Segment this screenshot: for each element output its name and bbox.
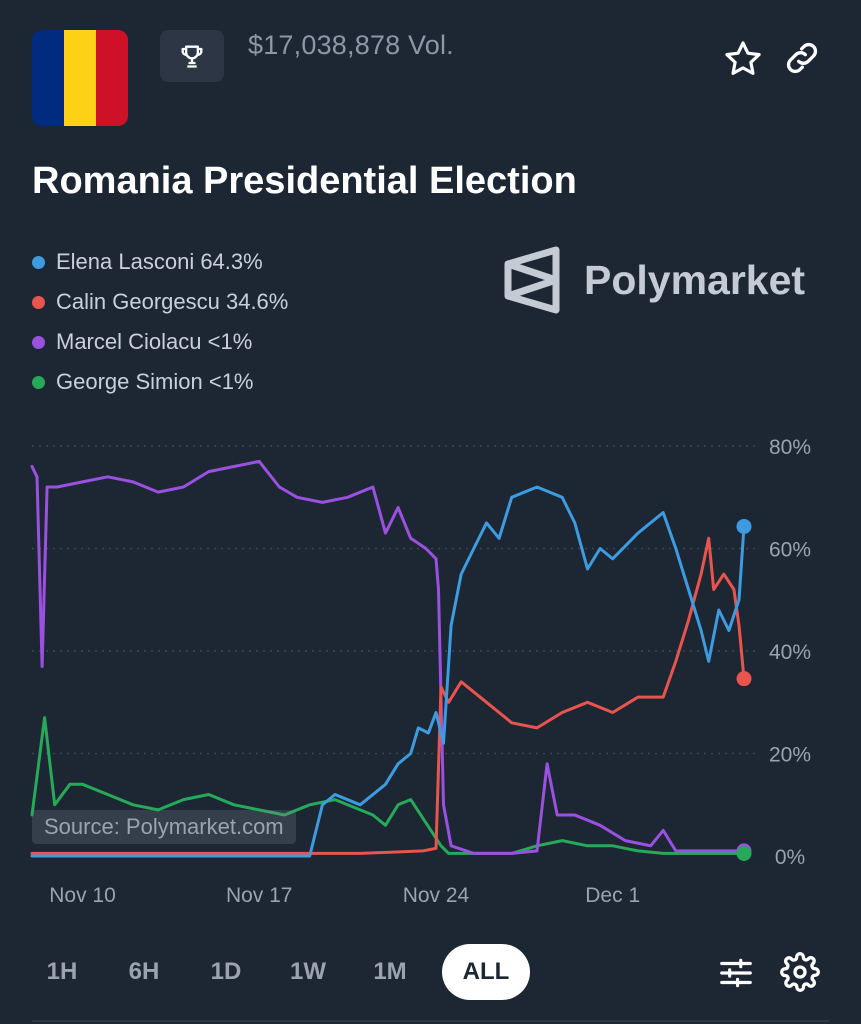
timeframe-6h[interactable]: 6H <box>128 958 160 985</box>
gear-icon <box>780 952 820 992</box>
legend-item: Marcel Ciolacu <1% <box>32 322 288 362</box>
x-tick-label: Nov 24 <box>403 884 470 907</box>
y-tick-label: 0% <box>775 846 805 869</box>
legend-dot <box>32 255 45 269</box>
market-title: Romania Presidential Election <box>32 160 577 202</box>
series-end-marker <box>736 845 752 861</box>
series-line <box>30 485 746 858</box>
legend-dot <box>32 295 45 309</box>
x-tick-label: Nov 17 <box>226 884 293 907</box>
legend-dot <box>32 335 45 349</box>
y-tick-label: 20% <box>769 744 811 767</box>
link-icon <box>786 42 818 74</box>
legend-dot <box>32 375 45 389</box>
trophy-icon <box>181 45 203 68</box>
star-icon <box>725 41 761 75</box>
legend-item: Calin Georgescu 34.6% <box>32 282 288 322</box>
legend-item: Elena Lasconi 64.3% <box>32 242 288 282</box>
legend-label: George Simion <1% <box>56 369 254 394</box>
series-line <box>30 536 746 855</box>
series-end-marker <box>736 671 752 687</box>
flag-stripe-red <box>96 30 128 126</box>
y-tick-label: 60% <box>769 539 811 562</box>
polymarket-logo-icon <box>504 246 560 314</box>
flag-stripe-blue <box>32 30 64 126</box>
sliders-icon <box>720 958 752 988</box>
favorite-button[interactable] <box>722 38 764 80</box>
copy-link-button[interactable] <box>782 38 824 80</box>
timeframe-1w[interactable]: 1W <box>290 958 326 985</box>
y-tick-label: 80% <box>769 436 811 459</box>
x-tick-label: Dec 1 <box>585 884 640 907</box>
timeframe-1d[interactable]: 1D <box>210 958 242 985</box>
filter-button[interactable] <box>716 954 758 992</box>
timeframe-1m[interactable]: 1M <box>373 958 407 985</box>
timeframe-all[interactable]: ALL <box>442 944 530 1000</box>
flag-stripe-yellow <box>64 30 96 126</box>
settings-button[interactable] <box>780 952 820 992</box>
timeframe-1h[interactable]: 1H <box>46 958 78 985</box>
legend-label: Calin Georgescu 34.6% <box>56 289 289 314</box>
price-history-chart[interactable]: 80% 60% 40% 20% 0% Nov 10 Nov 17 Nov 24 Dec 1 <box>0 420 861 920</box>
y-tick-label: 40% <box>769 641 811 664</box>
x-tick-label: Nov 10 <box>49 884 116 907</box>
market-volume: $17,038,878 Vol. <box>248 30 454 60</box>
series-line <box>30 716 746 855</box>
legend-label: Marcel Ciolacu <1% <box>56 329 253 354</box>
polymarket-brand: Polymarket <box>502 244 805 316</box>
trophy-button[interactable] <box>160 30 224 82</box>
legend-item: George Simion <1% <box>32 362 288 402</box>
timeframe-selector: 1H 6H 1D 1W 1M ALL <box>32 944 552 1000</box>
legend-label: Elena Lasconi 64.3% <box>56 249 263 274</box>
source-label: Source: Polymarket.com <box>32 810 296 844</box>
chart-legend: Elena Lasconi 64.3% Calin Georgescu 34.6… <box>32 242 288 402</box>
divider <box>32 1020 829 1022</box>
romania-flag <box>32 30 128 126</box>
series-end-marker <box>736 518 752 534</box>
series-line <box>30 459 746 855</box>
brand-name: Polymarket <box>584 256 806 303</box>
